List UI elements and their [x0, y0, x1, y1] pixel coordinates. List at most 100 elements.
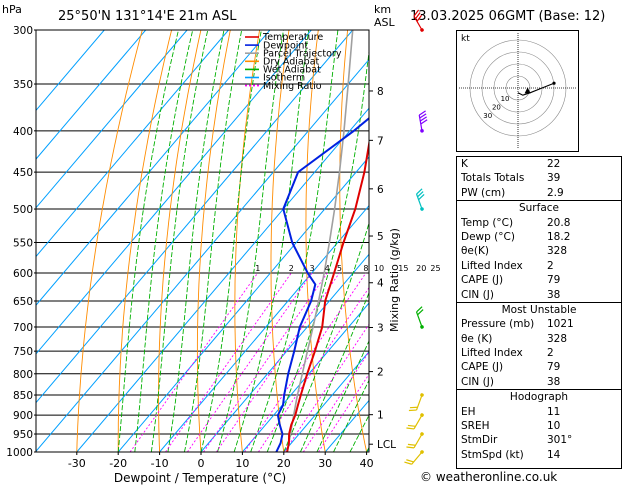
asl-label: ASL: [374, 16, 396, 29]
index-label: CIN (J): [461, 375, 494, 388]
index-label: CAPE (J): [461, 361, 504, 374]
dry-adiabat-line: [339, 30, 368, 452]
mixing-ratio-label: 1: [255, 264, 260, 273]
index-value: 2: [547, 259, 554, 272]
index-row: Totals Totals 39: [457, 171, 621, 185]
index-label: StmDir: [461, 434, 498, 447]
dry-adiabat-line: [404, 30, 449, 452]
dry-adiabat-line: [117, 30, 173, 452]
dry-adiabat-line: [234, 30, 261, 452]
mixing-ratio-line: [283, 323, 369, 452]
wind-barb: [415, 306, 424, 329]
mixing-ratio-axis-label: Mixing Ratio (g/kg): [388, 228, 401, 332]
index-value: 11: [547, 405, 561, 418]
index-row: K 22: [457, 157, 621, 171]
legend-entry: Wet Adiabat: [263, 65, 321, 76]
wet-adiabat-line: [233, 30, 310, 452]
profiles: [275, 30, 369, 452]
mixing-ratio-label: 25: [430, 264, 440, 273]
mixing-ratio-label: 5: [337, 264, 342, 273]
mixing-ratio-line: [216, 272, 340, 452]
wet-adiabat-line: [183, 30, 243, 452]
pressure-tick-label: 600: [13, 268, 33, 280]
pressure-tick-label: 1000: [6, 447, 33, 459]
datetime-title: 13.03.2025 06GMT (Base: 12): [410, 9, 605, 24]
pressure-tick-label: 900: [13, 410, 33, 422]
mixing-ratio-line: [203, 272, 328, 452]
index-value: 38: [547, 375, 561, 388]
index-value: 39: [547, 172, 561, 185]
wet-adiabat-line: [117, 30, 179, 452]
wet-adiabat-line: [134, 30, 194, 452]
plot-frame: [35, 29, 370, 453]
mixing-ratio-line: [165, 272, 292, 452]
mixing-ratio-line: [129, 272, 259, 452]
index-label: Dewp (°C): [461, 230, 515, 243]
height-tick-label: 2: [377, 367, 384, 379]
pressure-tick-label: 800: [13, 369, 33, 381]
index-value: 14: [547, 448, 561, 461]
mixing-ratio-line: [244, 272, 367, 452]
height-tick-label: 3: [377, 322, 384, 334]
mixing-ratio-label: 20: [416, 264, 426, 273]
isotherm-line: [36, 30, 105, 112]
isotherm-line: [36, 30, 271, 306]
wind-barb: [413, 9, 424, 32]
isotherm-line: [36, 30, 188, 209]
isotherm-line: [76, 107, 369, 452]
index-label: StmSpd (kt): [461, 448, 524, 461]
dewpoint-profile: [275, 116, 369, 452]
wind-barb: [408, 393, 424, 412]
mixing-ratio-label: 4: [325, 264, 330, 273]
index-row: SREH 10: [457, 419, 621, 433]
index-value: 1021: [547, 318, 574, 331]
index-row: θe(K) 328: [457, 244, 621, 258]
wind-barb: [415, 188, 425, 211]
dry-adiabat-line: [158, 30, 202, 452]
index-value: 79: [547, 274, 561, 287]
index-label: Totals Totals: [461, 172, 525, 185]
index-row: CIN (J) 38: [457, 375, 621, 389]
indices-table: K 22 Totals Totals 39 PW (cm) 2.9 Surface Tem…: [456, 156, 622, 469]
km-label: km: [374, 3, 391, 16]
pressure-tick-label: 950: [13, 429, 33, 441]
mixing-ratio-labels: 1 2 3 4 5 8 10 15 20 25: [255, 264, 440, 273]
index-row: StmSpd (kt) 14: [457, 448, 621, 462]
temperature-tick-label: 0: [198, 457, 205, 470]
pressure-tick-label: 700: [13, 322, 33, 334]
index-row: CAPE (J) 79: [457, 273, 621, 287]
hodograph-unit-label: kt: [461, 34, 470, 44]
temperature-profile: [286, 138, 369, 452]
isotherm-line: [36, 58, 369, 452]
legend-entry: Dewpoint: [263, 40, 308, 51]
credit-label: © weatheronline.co.uk: [420, 470, 558, 484]
legend-entry: Mixing Ratio: [263, 81, 322, 92]
isotherm-line: [159, 204, 369, 452]
index-row: StmDir 301°: [457, 433, 621, 447]
height-tick-label: 6: [377, 184, 384, 196]
wet-adiabat-line: [200, 30, 262, 452]
header: hPa 25°50'N 131°14'E 21m ASL km ASL 13.0…: [2, 3, 605, 29]
pressure-tick-label: 400: [13, 126, 33, 138]
index-label: CAPE (J): [461, 274, 504, 287]
mixing-ratio-label: 2: [289, 264, 294, 273]
wet-adiabat-line: [150, 30, 209, 452]
index-row: Lifted Index 2: [457, 346, 621, 360]
pressure-tick-label: 850: [13, 390, 33, 402]
pressure-tick-label: 650: [13, 296, 33, 308]
storm-motion-marker: [524, 87, 531, 94]
temperature-tick-label: 10: [235, 457, 249, 470]
index-label: θe (K): [461, 332, 493, 345]
index-value: 2: [547, 347, 554, 360]
dry-adiabat-line: [76, 30, 143, 452]
most-unstable-section-title: Most Unstable: [501, 303, 577, 316]
index-row: Temp (°C) 20.8: [457, 216, 621, 230]
height-tick-label: 4: [377, 278, 384, 290]
hodograph-ring-label: 10: [501, 95, 510, 103]
hpa-label: hPa: [2, 3, 22, 16]
isotherm-line: [117, 156, 369, 452]
hodograph-panel: 10 20 30 kt: [456, 30, 579, 152]
hodograph-ring-label: 20: [492, 104, 501, 112]
mixing-ratio-line: [302, 351, 369, 452]
